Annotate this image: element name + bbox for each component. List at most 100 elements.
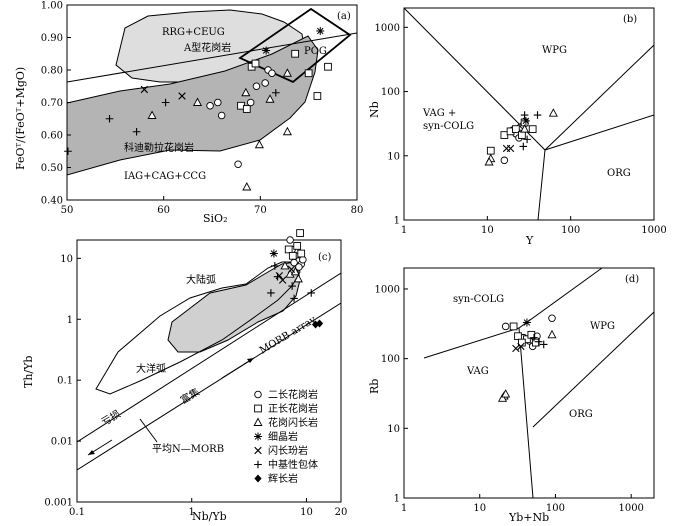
y-tick-label: 0.01 xyxy=(51,437,73,448)
data-point-square xyxy=(284,245,293,254)
panel-b-xlabel: Y xyxy=(525,234,534,247)
data-point-square xyxy=(518,131,526,139)
legend-label: 辉长岩 xyxy=(268,472,298,485)
legend-marker-circle xyxy=(254,390,262,399)
data-point-plus xyxy=(533,111,542,119)
data-point-circle xyxy=(214,98,222,107)
x-tick-label: 100 xyxy=(546,503,565,514)
data-point-circle xyxy=(548,314,556,323)
x-tick-label: 10 xyxy=(300,507,313,518)
data-point-triangle xyxy=(265,94,275,103)
data-point-star xyxy=(522,318,531,327)
panel-a-label-kdl: 科迪勒拉花岗岩 xyxy=(124,141,194,154)
data-point-triangle xyxy=(282,68,292,77)
legend-label: 细晶岩 xyxy=(268,430,298,443)
y-tick-label: 0.1 xyxy=(57,376,73,387)
panel-d-label-vag: VAG xyxy=(466,366,489,377)
panel-b-ylabel: Nb xyxy=(368,101,381,118)
legend-label: 中基性包体 xyxy=(268,458,318,471)
data-point-cross xyxy=(506,144,515,153)
data-point-triangle xyxy=(520,124,530,133)
panel-a: RRG+CEUG A型花岗岩 POG 科迪勒拉花岗岩 IAG+CAG+CCG (… xyxy=(14,1,363,226)
x-tick-label: 100 xyxy=(561,225,580,236)
arrow-morb xyxy=(221,357,255,379)
y-tick-label: 100 xyxy=(381,87,400,98)
x-tick-label: 10 xyxy=(473,503,486,514)
panel-b-label-wpg: WPG xyxy=(542,45,567,56)
data-point-plus xyxy=(64,147,72,156)
panel-a-label-pog: POG xyxy=(304,46,327,57)
data-point-diamond xyxy=(311,320,320,329)
data-point-square xyxy=(324,62,332,71)
data-point-circle xyxy=(261,79,269,87)
data-point-circle xyxy=(268,69,276,77)
morb-array-upper xyxy=(77,272,341,443)
panel-d-frame xyxy=(403,267,655,499)
x-tick-label: 10 xyxy=(481,225,494,236)
panel-a-label-rrg: RRG+CEUG xyxy=(162,27,225,38)
panel-c-frame xyxy=(76,239,342,503)
data-point-cross xyxy=(517,342,525,351)
morb-array-lower xyxy=(77,302,341,471)
data-point-plus xyxy=(288,282,296,290)
boundary-org xyxy=(532,311,654,428)
data-point-plus xyxy=(272,88,280,97)
data-point-triangle xyxy=(282,126,292,136)
data-point-triangle xyxy=(501,389,511,398)
x-tick-label: 70 xyxy=(254,205,267,216)
panel-b-label-syncolg: syn-COLG xyxy=(423,121,474,132)
x-tick-label: 20 xyxy=(335,507,348,518)
panel-c-xlabel: Nb/Yb xyxy=(192,510,227,523)
panel-c: (c) 大陆弧 大洋弧 MORB array 富集 亏损 平均N—MORB Nb… xyxy=(22,229,348,523)
panel-a-label-a-type: A型花岗岩 xyxy=(183,41,231,54)
panel-b-label-org: ORG xyxy=(607,168,631,179)
data-point-plus xyxy=(290,294,298,303)
legend-marker-diamond xyxy=(254,474,262,483)
y-tick-label: 0.40 xyxy=(41,196,63,207)
y-tick-label: 1 xyxy=(394,216,400,227)
data-point-diamond xyxy=(315,319,324,328)
y-tick-label: 1 xyxy=(67,315,73,326)
y-tick-label: 0.90 xyxy=(41,33,63,44)
x-tick-label: 1000 xyxy=(641,225,666,236)
boundary-org-vag xyxy=(537,149,546,220)
panel-d-ylabel: Rb xyxy=(368,379,381,394)
data-point-cross xyxy=(287,265,296,274)
data-point-triangle xyxy=(147,110,157,119)
data-point-square xyxy=(288,251,297,260)
boundary-vag-wpg xyxy=(518,327,534,498)
data-point-plus xyxy=(539,340,548,349)
data-point-plus xyxy=(520,111,529,119)
panel-a-ylabel: FeOᵀ/(FeOᵀ+MgO) xyxy=(14,67,27,170)
x-tick-label: 1000 xyxy=(618,503,643,514)
data-point-square xyxy=(293,242,302,250)
data-point-square xyxy=(514,332,522,341)
data-point-square xyxy=(291,49,299,58)
legend-marker-star xyxy=(254,432,262,441)
legend-marker-triangle xyxy=(253,417,263,426)
data-point-circle xyxy=(217,111,226,120)
region-calc-alkaline xyxy=(67,35,319,176)
data-point-plus xyxy=(307,289,316,297)
boundary-line xyxy=(67,32,357,83)
boundary-syncolg-wpg xyxy=(423,268,603,359)
legend-label: 二长花岗岩 xyxy=(268,388,318,401)
data-point-square xyxy=(242,105,251,113)
y-tick-label: 1 xyxy=(394,494,400,505)
x-tick-label: 80 xyxy=(351,205,364,216)
x-tick-label: 1 xyxy=(401,503,407,514)
data-point-triangle xyxy=(293,273,303,283)
data-point-triangle xyxy=(548,108,558,117)
legend-marker-square xyxy=(254,404,262,413)
x-tick-label: 1 xyxy=(401,225,407,236)
x-tick-label: 60 xyxy=(157,205,170,216)
data-point-triangle xyxy=(484,157,494,166)
data-point-plus xyxy=(267,289,275,297)
data-point-circle xyxy=(246,98,255,107)
y-tick-label: 0.60 xyxy=(41,131,63,142)
data-point-cross xyxy=(512,344,520,353)
legend-label: 花岗闪长岩 xyxy=(268,416,318,429)
data-point-square xyxy=(528,125,537,133)
panel-d-xlabel: Yb+Nb xyxy=(508,511,549,524)
